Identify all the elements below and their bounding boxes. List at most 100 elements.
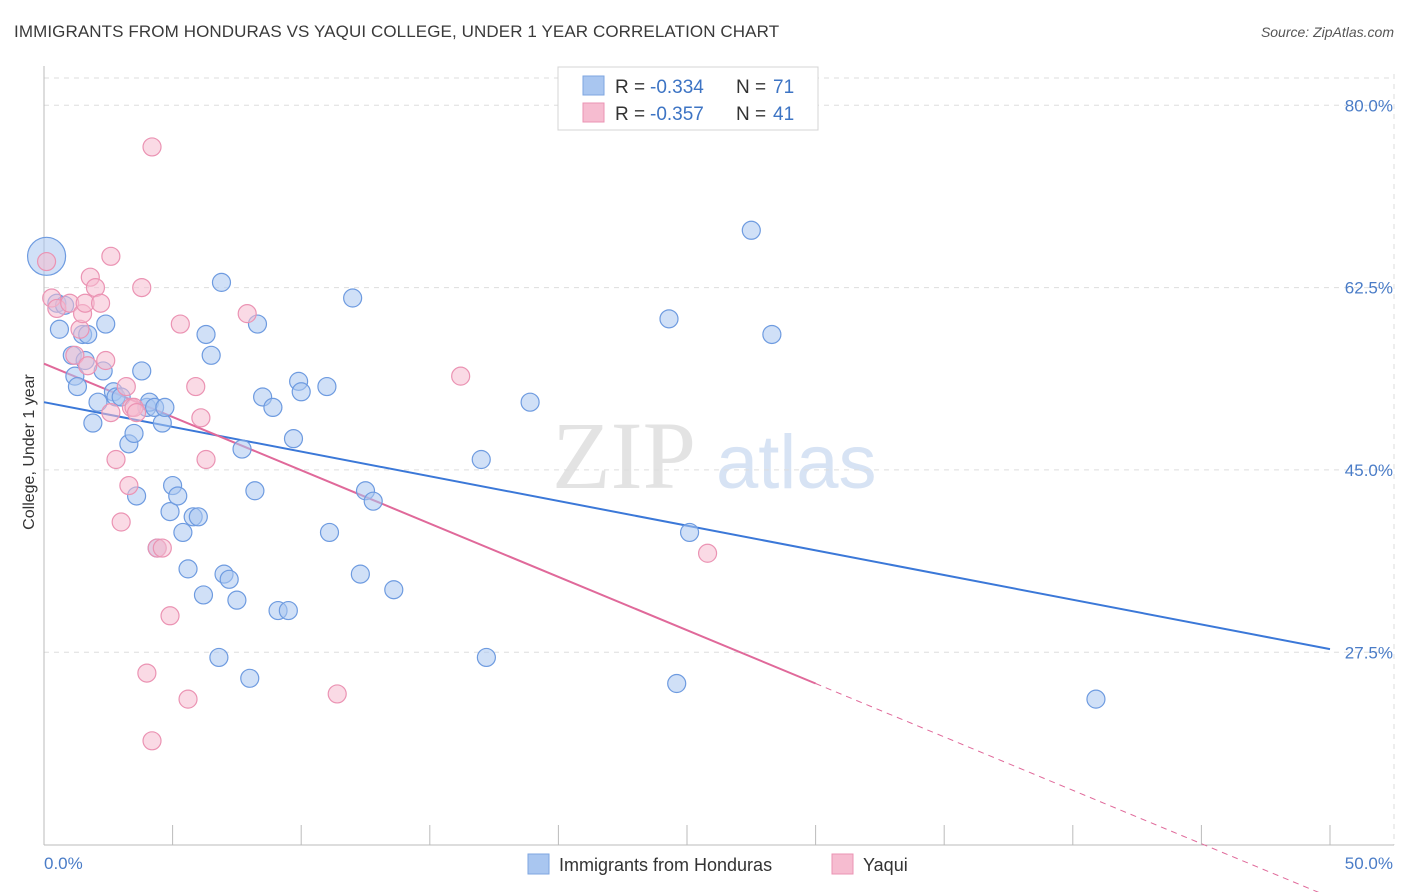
legend-r-label-1: R =	[615, 77, 645, 98]
point-honduras	[178, 559, 198, 579]
point-honduras	[219, 569, 239, 589]
point-honduras	[188, 507, 208, 527]
point-yaqui	[106, 449, 126, 470]
legend-n-label-1: N =	[736, 77, 766, 98]
point-yaqui	[132, 277, 152, 298]
point-yaqui	[237, 304, 257, 324]
trend-line-yaqui	[43, 362, 816, 685]
point-yaqui	[111, 512, 131, 532]
point-yaqui	[101, 403, 121, 423]
point-honduras	[667, 673, 687, 694]
series-legend: Immigrants from Honduras Yaqui	[527, 853, 908, 875]
legend-r-value-2: -0.357	[650, 104, 704, 125]
legend-r-value-1: -0.334	[650, 77, 704, 98]
x-tick-label: 0.0%	[44, 854, 83, 873]
point-honduras	[471, 449, 491, 470]
legend-n-label-2: N =	[736, 104, 766, 125]
point-honduras	[132, 361, 152, 381]
point-honduras	[520, 392, 540, 412]
point-honduras	[319, 522, 340, 543]
grid-lines	[44, 74, 1395, 845]
point-honduras	[659, 309, 679, 329]
legend-n-value-1: 71	[773, 77, 794, 98]
point-honduras	[263, 397, 283, 418]
point-yaqui	[152, 538, 172, 558]
y-axis-label: College, Under 1 year	[21, 374, 38, 530]
point-yaqui	[126, 403, 147, 423]
point-honduras	[245, 481, 265, 501]
point-honduras	[240, 668, 260, 688]
point-yaqui	[142, 731, 162, 751]
legend-n-value-2: 41	[773, 104, 794, 125]
point-honduras	[201, 345, 221, 365]
point-honduras	[152, 413, 172, 433]
x-tick-label: 50.0%	[1345, 854, 1393, 873]
point-yaqui	[196, 449, 216, 470]
point-honduras	[363, 491, 383, 511]
point-yaqui	[170, 314, 190, 334]
point-yaqui	[70, 319, 90, 339]
legend-label-honduras: Immigrants from Honduras	[559, 855, 772, 875]
point-yaqui	[451, 366, 471, 386]
point-yaqui	[160, 606, 180, 626]
point-yaqui	[119, 475, 139, 496]
point-yaqui	[186, 376, 206, 397]
legend-swatch-yaqui	[831, 853, 854, 875]
point-honduras	[173, 522, 193, 543]
watermark-atlas: atlas	[716, 420, 877, 505]
point-yaqui	[65, 345, 85, 365]
point-honduras	[291, 382, 311, 402]
point-honduras	[88, 392, 108, 412]
point-honduras	[679, 522, 700, 543]
legend-swatch-honduras	[527, 853, 550, 875]
y-tick-label: 80.0%	[1345, 96, 1393, 115]
point-honduras	[350, 564, 370, 584]
point-yaqui	[178, 689, 198, 709]
axes	[43, 66, 1394, 846]
legend-swatch-pink	[582, 102, 605, 123]
legend-swatch-blue	[582, 75, 605, 96]
chart-source: Source: ZipAtlas.com	[1260, 24, 1394, 40]
point-honduras	[96, 314, 116, 334]
y-tick-label: 27.5%	[1345, 643, 1393, 662]
point-honduras	[196, 324, 216, 345]
point-honduras	[168, 486, 188, 506]
point-yaqui	[78, 356, 98, 376]
stats-legend: R = -0.334 N = 71 R = -0.357 N = 41	[557, 66, 819, 131]
point-honduras	[283, 429, 304, 449]
point-yaqui	[697, 543, 718, 563]
point-yaqui	[36, 251, 57, 272]
point-honduras	[741, 220, 761, 240]
point-honduras	[384, 580, 404, 600]
legend-r-label-2: R =	[615, 104, 645, 125]
trend-line-yaqui-extrapolated	[815, 683, 1320, 892]
point-honduras	[155, 397, 175, 418]
point-yaqui	[137, 663, 157, 683]
legend-label-yaqui: Yaqui	[863, 855, 908, 875]
point-honduras	[160, 501, 180, 522]
point-honduras	[232, 439, 252, 459]
point-honduras	[193, 585, 214, 605]
point-yaqui	[96, 350, 116, 371]
y-tick-label: 62.5%	[1345, 279, 1393, 298]
point-yaqui	[90, 293, 111, 313]
point-honduras	[343, 288, 363, 308]
watermark-zip: ZIP	[552, 402, 696, 509]
point-honduras	[67, 376, 88, 397]
point-honduras	[762, 324, 782, 345]
point-honduras	[317, 376, 337, 397]
point-yaqui	[191, 408, 211, 428]
tick-labels: 27.5% 45.0% 62.5% 80.0% 0.0% 50.0%	[44, 96, 1393, 873]
point-honduras	[83, 413, 103, 433]
point-yaqui	[327, 684, 347, 704]
point-yaqui	[142, 137, 162, 157]
point-honduras	[209, 647, 229, 668]
point-honduras	[227, 590, 247, 610]
point-honduras	[49, 319, 70, 339]
point-yaqui	[101, 246, 121, 266]
data-points	[26, 137, 1106, 751]
point-honduras	[124, 423, 144, 444]
point-yaqui	[116, 376, 136, 397]
point-honduras	[476, 647, 496, 668]
